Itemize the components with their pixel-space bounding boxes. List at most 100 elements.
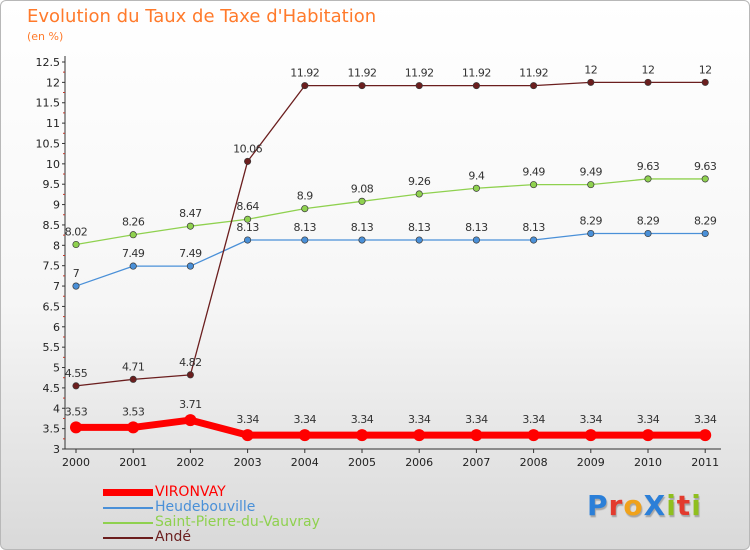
- series-line: [75, 178, 706, 246]
- data-point: [587, 229, 595, 238]
- data-point: [642, 429, 654, 442]
- x-tick-label: 2001: [119, 456, 147, 469]
- y-tick-label: 7: [53, 280, 60, 293]
- data-label: 7.49: [179, 247, 202, 260]
- data-label: 8.26: [122, 216, 145, 229]
- data-point: [72, 282, 80, 290]
- legend-swatch: [103, 506, 153, 509]
- data-label: 3.34: [294, 413, 317, 426]
- data-label: 11.92: [462, 67, 491, 80]
- proxiti-logo: ProXiti: [587, 489, 702, 522]
- y-tick-label: 8: [53, 239, 60, 252]
- legend-swatch: [103, 521, 153, 524]
- data-point: [530, 82, 538, 90]
- data-label: 3.34: [351, 413, 374, 426]
- y-tick-label: 10.5: [36, 137, 61, 150]
- data-point: [644, 175, 652, 183]
- data-label: 11.92: [290, 67, 319, 80]
- data-label: 7: [73, 267, 80, 280]
- data-label: 12: [584, 63, 597, 76]
- y-tick-label: 5.5: [43, 341, 61, 354]
- data-label: 3.34: [522, 413, 545, 426]
- data-point: [415, 190, 423, 198]
- data-label: 9.63: [637, 160, 660, 173]
- y-tick-label: 9: [53, 199, 60, 212]
- legend-label: Heudebouville: [155, 499, 256, 515]
- data-point: [470, 429, 483, 442]
- data-point: [129, 262, 137, 270]
- data-label: 8.13: [236, 221, 259, 234]
- data-label: 12: [699, 63, 712, 76]
- x-tick-label: 2007: [462, 456, 490, 469]
- x-tick-label: 2000: [62, 456, 90, 469]
- x-tick-label: 2010: [634, 456, 662, 469]
- data-point: [358, 236, 366, 244]
- data-point: [530, 236, 538, 244]
- data-point: [184, 414, 197, 427]
- data-label: 12: [642, 63, 655, 76]
- y-tick-label: 6.5: [43, 300, 61, 313]
- data-point: [301, 82, 309, 90]
- legend-label: Andé: [155, 529, 191, 545]
- data-label: 8.13: [522, 221, 545, 234]
- data-label: 7.49: [122, 247, 145, 260]
- data-label: 8.29: [694, 215, 717, 228]
- legend-swatch: [103, 536, 153, 539]
- data-point: [472, 184, 480, 192]
- legend-label: VIRONVAY: [155, 484, 226, 500]
- x-tick-label: 2003: [234, 456, 262, 469]
- series-line: [75, 81, 706, 387]
- data-label: 3.34: [408, 413, 431, 426]
- data-point: [472, 236, 480, 244]
- chart-title: Evolution du Taux de Taxe d'Habitation: [27, 6, 377, 27]
- y-tick-label: 10: [46, 158, 60, 171]
- data-point: [472, 82, 480, 90]
- x-tick-label: 2008: [520, 456, 548, 469]
- data-label: 3.34: [637, 413, 660, 426]
- data-label: 9.26: [408, 175, 431, 188]
- data-point: [129, 231, 137, 239]
- data-label: 3.34: [694, 413, 717, 426]
- data-label: 3.53: [65, 405, 88, 418]
- data-label: 3.53: [122, 405, 145, 418]
- data-label: 3.34: [465, 413, 488, 426]
- data-point: [241, 429, 254, 442]
- y-tick-label: 11: [46, 117, 60, 130]
- data-label: 3.71: [179, 398, 202, 411]
- y-tick-label: 6: [53, 321, 60, 334]
- data-label: 9.63: [694, 160, 717, 173]
- data-label: 4.82: [179, 356, 202, 369]
- data-point: [701, 229, 709, 238]
- x-tick-label: 2004: [291, 456, 319, 469]
- series-line: [75, 232, 706, 287]
- x-tick-label: 2011: [691, 456, 719, 469]
- data-label: 11.92: [405, 67, 434, 80]
- data-point: [244, 215, 252, 223]
- data-label: 4.55: [65, 367, 88, 380]
- data-point: [587, 78, 595, 86]
- data-label: 8.29: [637, 215, 660, 228]
- data-label: 9.49: [580, 166, 603, 179]
- data-label: 9.08: [351, 182, 374, 195]
- data-label: 8.13: [408, 221, 431, 234]
- series-line: [72, 416, 709, 439]
- data-point: [358, 197, 366, 205]
- data-point: [584, 429, 597, 442]
- data-point: [415, 236, 423, 244]
- data-point: [644, 78, 652, 86]
- data-point: [587, 181, 595, 189]
- y-tick-label: 12: [46, 76, 60, 89]
- data-label: 8.9: [297, 190, 313, 203]
- y-tick-label: 7.5: [43, 260, 61, 273]
- data-point: [527, 429, 540, 442]
- legend-label: Saint-Pierre-du-Vauvray: [155, 514, 320, 530]
- data-point: [186, 262, 194, 270]
- data-label: 9.4: [468, 169, 484, 182]
- data-label: 11.92: [348, 67, 377, 80]
- data-point: [244, 236, 252, 244]
- data-point: [699, 429, 712, 442]
- data-label: 3.34: [236, 413, 259, 426]
- logo-letter: o: [623, 489, 644, 522]
- data-point: [70, 421, 82, 434]
